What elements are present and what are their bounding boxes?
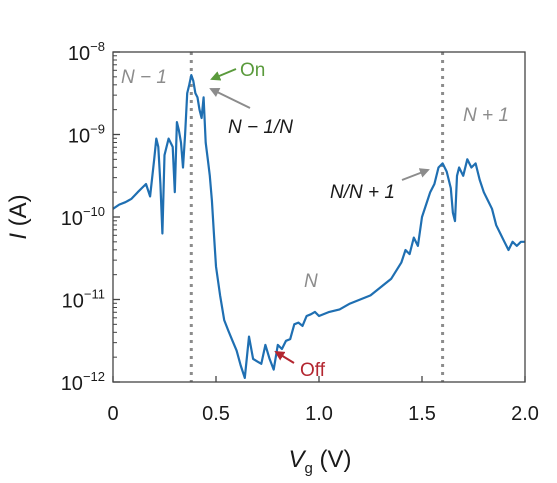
arrow-n-minus-1-over-n xyxy=(209,88,251,109)
y-axis-label: I (A) xyxy=(5,194,32,239)
y-tick-label: 10−9 xyxy=(68,122,105,148)
x-tick-label: 1.5 xyxy=(408,403,436,425)
arrow-on xyxy=(210,68,237,81)
x-axis-label: Vg (V) xyxy=(288,446,351,477)
y-tick-label: 10−10 xyxy=(61,204,105,230)
x-tick-label: 2.0 xyxy=(511,403,539,425)
y-tick-label: 10−8 xyxy=(68,39,105,65)
plot-frame xyxy=(112,51,526,383)
arrow-n-over-n-plus-1 xyxy=(401,168,430,181)
arrow-off xyxy=(274,350,295,364)
label-on: On xyxy=(240,60,265,81)
label-n-plus-1: N + 1 xyxy=(463,105,509,126)
y-tick-label: 10−11 xyxy=(62,287,105,313)
x-tick-label: 1.0 xyxy=(305,403,333,425)
label-n: N xyxy=(304,271,318,292)
x-tick-label: 0.5 xyxy=(202,403,230,425)
label-off: Off xyxy=(300,360,326,381)
label-n-minus-1-over-n: N − 1/N xyxy=(228,117,293,138)
x-tick-label: 0 xyxy=(107,403,118,425)
label-n-over-n-plus-1: N/N + 1 xyxy=(330,182,395,203)
y-tick-label: 10−12 xyxy=(61,369,105,395)
x-axis-ticks: 0 0.5 1.0 1.5 2.0 xyxy=(107,376,539,425)
label-n-minus-1: N − 1 xyxy=(121,67,167,88)
y-axis-ticks: 10−8 10−9 10−10 10−11 10−12 xyxy=(61,39,120,395)
